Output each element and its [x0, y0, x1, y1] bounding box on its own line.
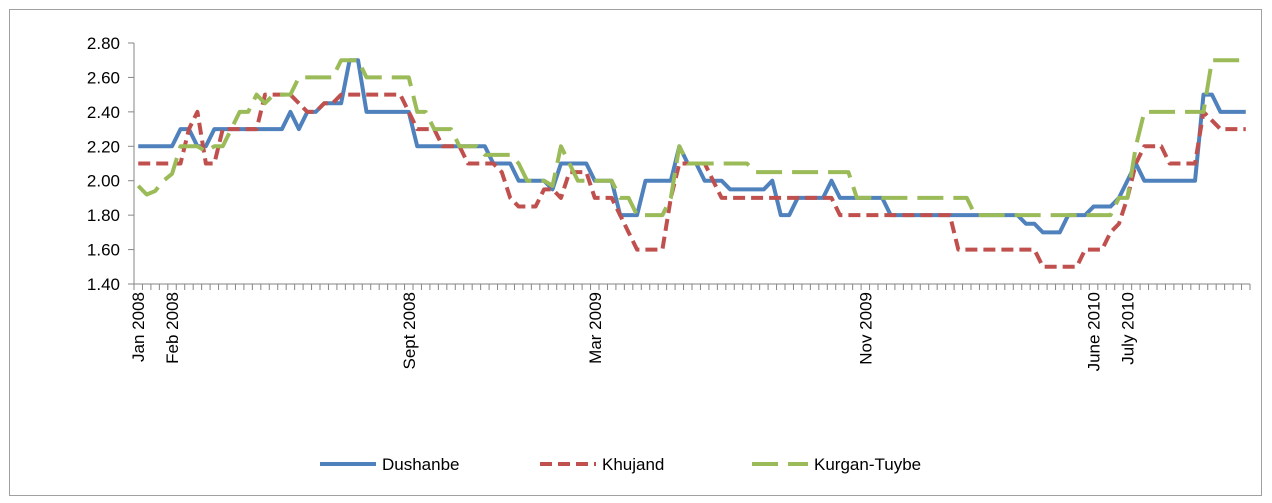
chart-border	[9, 9, 1262, 496]
legend-label: Khujand	[602, 455, 664, 474]
y-tick-label: 2.40	[87, 103, 120, 122]
y-tick-label: 2.20	[87, 137, 120, 156]
x-tick-label: Sept 2008	[400, 292, 419, 370]
y-tick-label: 2.60	[87, 68, 120, 87]
x-tick-label: July 2010	[1118, 292, 1137, 365]
y-tick-label: 2.80	[87, 34, 120, 53]
x-tick-label: Jan 2008	[129, 292, 148, 362]
x-tick-label: Nov 2009	[856, 292, 875, 365]
legend-label: Dushanbe	[382, 455, 460, 474]
x-tick-label: June 2010	[1085, 292, 1104, 371]
y-tick-label: 1.80	[87, 206, 120, 225]
x-tick-label: Mar 2009	[586, 292, 605, 364]
series-line	[136, 58, 1246, 218]
x-tick-label: Feb 2008	[163, 292, 182, 364]
legend-label: Kurgan-Tuybe	[814, 455, 921, 474]
y-tick-label: 1.40	[87, 275, 120, 294]
y-tick-label: 1.60	[87, 241, 120, 260]
y-tick-label: 2.00	[87, 172, 120, 191]
